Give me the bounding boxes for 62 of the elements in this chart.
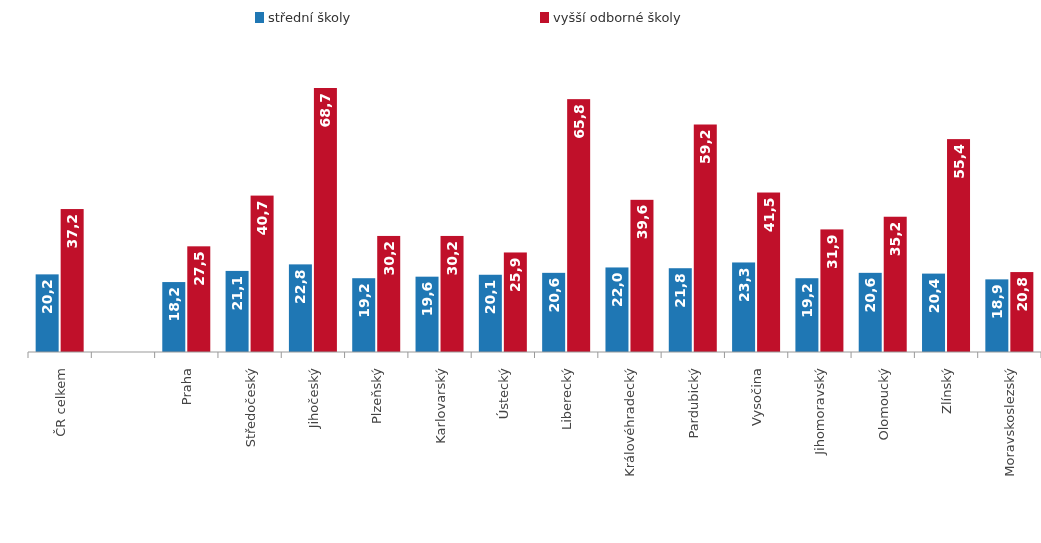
- data-label: 23,3: [735, 267, 752, 303]
- data-label: 19,2: [798, 283, 815, 318]
- data-label: 20,6: [545, 277, 562, 313]
- data-label: 41,5: [760, 197, 777, 233]
- x-tick-label: Praha: [179, 368, 195, 406]
- data-label: 18,2: [165, 287, 182, 322]
- data-label: 20,2: [39, 279, 56, 314]
- bar: [567, 99, 591, 352]
- data-label: 25,9: [507, 257, 524, 293]
- bar: [377, 235, 401, 352]
- data-label: 30,2: [444, 240, 461, 276]
- x-tick-label: Jihočeský: [305, 367, 321, 430]
- data-label: 19,2: [355, 283, 372, 318]
- bar: [250, 195, 274, 352]
- bar: [820, 229, 844, 352]
- bar: [630, 199, 654, 352]
- data-label: 37,2: [64, 214, 81, 249]
- data-label: 18,9: [988, 284, 1005, 319]
- x-tick-label: Karlovarský: [432, 367, 448, 444]
- data-label: 39,6: [633, 204, 650, 240]
- bar: [757, 192, 781, 352]
- legend-label: vyšší odborné školy: [553, 10, 681, 25]
- data-label: 20,1: [482, 279, 499, 315]
- data-label: 22,0: [608, 272, 625, 308]
- data-label: 21,1: [229, 275, 246, 311]
- x-tick-label: ČR celkem: [52, 368, 68, 437]
- data-label: 30,2: [380, 240, 397, 276]
- data-label: 19,6: [419, 281, 436, 317]
- data-label: 20,4: [925, 278, 942, 314]
- data-label: 68,7: [317, 93, 334, 128]
- bar: [60, 209, 84, 352]
- x-tick-label: Moravskoslezský: [1002, 367, 1018, 477]
- bar: [503, 252, 527, 352]
- bar: [440, 235, 464, 352]
- data-label: 31,9: [823, 234, 840, 269]
- x-tick-label: Zlínský: [939, 367, 955, 414]
- data-label: 65,8: [570, 104, 587, 139]
- x-tick-label: Ústecký: [495, 367, 511, 420]
- x-tick-label: Jihomoravský: [812, 367, 828, 456]
- legend-label: střední školy: [268, 10, 351, 25]
- data-label: 59,2: [697, 129, 714, 165]
- bar: [313, 88, 337, 352]
- bar: [187, 246, 211, 352]
- x-tick-label: Pardubický: [685, 367, 701, 439]
- data-label: 22,8: [292, 269, 309, 304]
- data-label: 20,8: [1013, 277, 1030, 312]
- x-tick-label: Středočeský: [242, 367, 258, 448]
- data-label: 21,8: [672, 273, 689, 308]
- x-tick-label: Liberecký: [559, 367, 575, 431]
- bar: [947, 139, 971, 352]
- x-tick-label: Plzeňský: [369, 367, 385, 425]
- bar: [225, 270, 249, 352]
- data-label: 55,4: [950, 143, 967, 179]
- x-tick-label: Olomoucký: [875, 367, 891, 441]
- bar: [883, 216, 907, 352]
- data-label: 20,6: [862, 277, 879, 313]
- data-label: 40,7: [254, 200, 271, 236]
- data-label: 27,5: [190, 251, 207, 286]
- data-label: 35,2: [887, 221, 904, 257]
- x-tick-label: Vysočina: [749, 368, 765, 426]
- bar: [693, 124, 717, 352]
- x-tick-label: Královéhradecký: [622, 367, 638, 477]
